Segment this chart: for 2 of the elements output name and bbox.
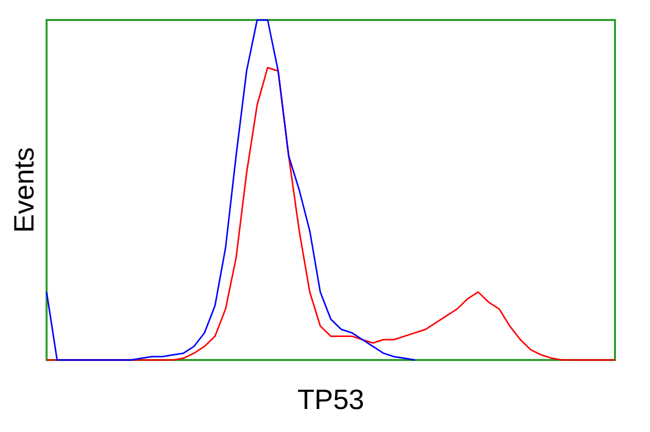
y-axis-title: Events	[8, 147, 40, 233]
x-axis-title: TP53	[297, 384, 364, 415]
